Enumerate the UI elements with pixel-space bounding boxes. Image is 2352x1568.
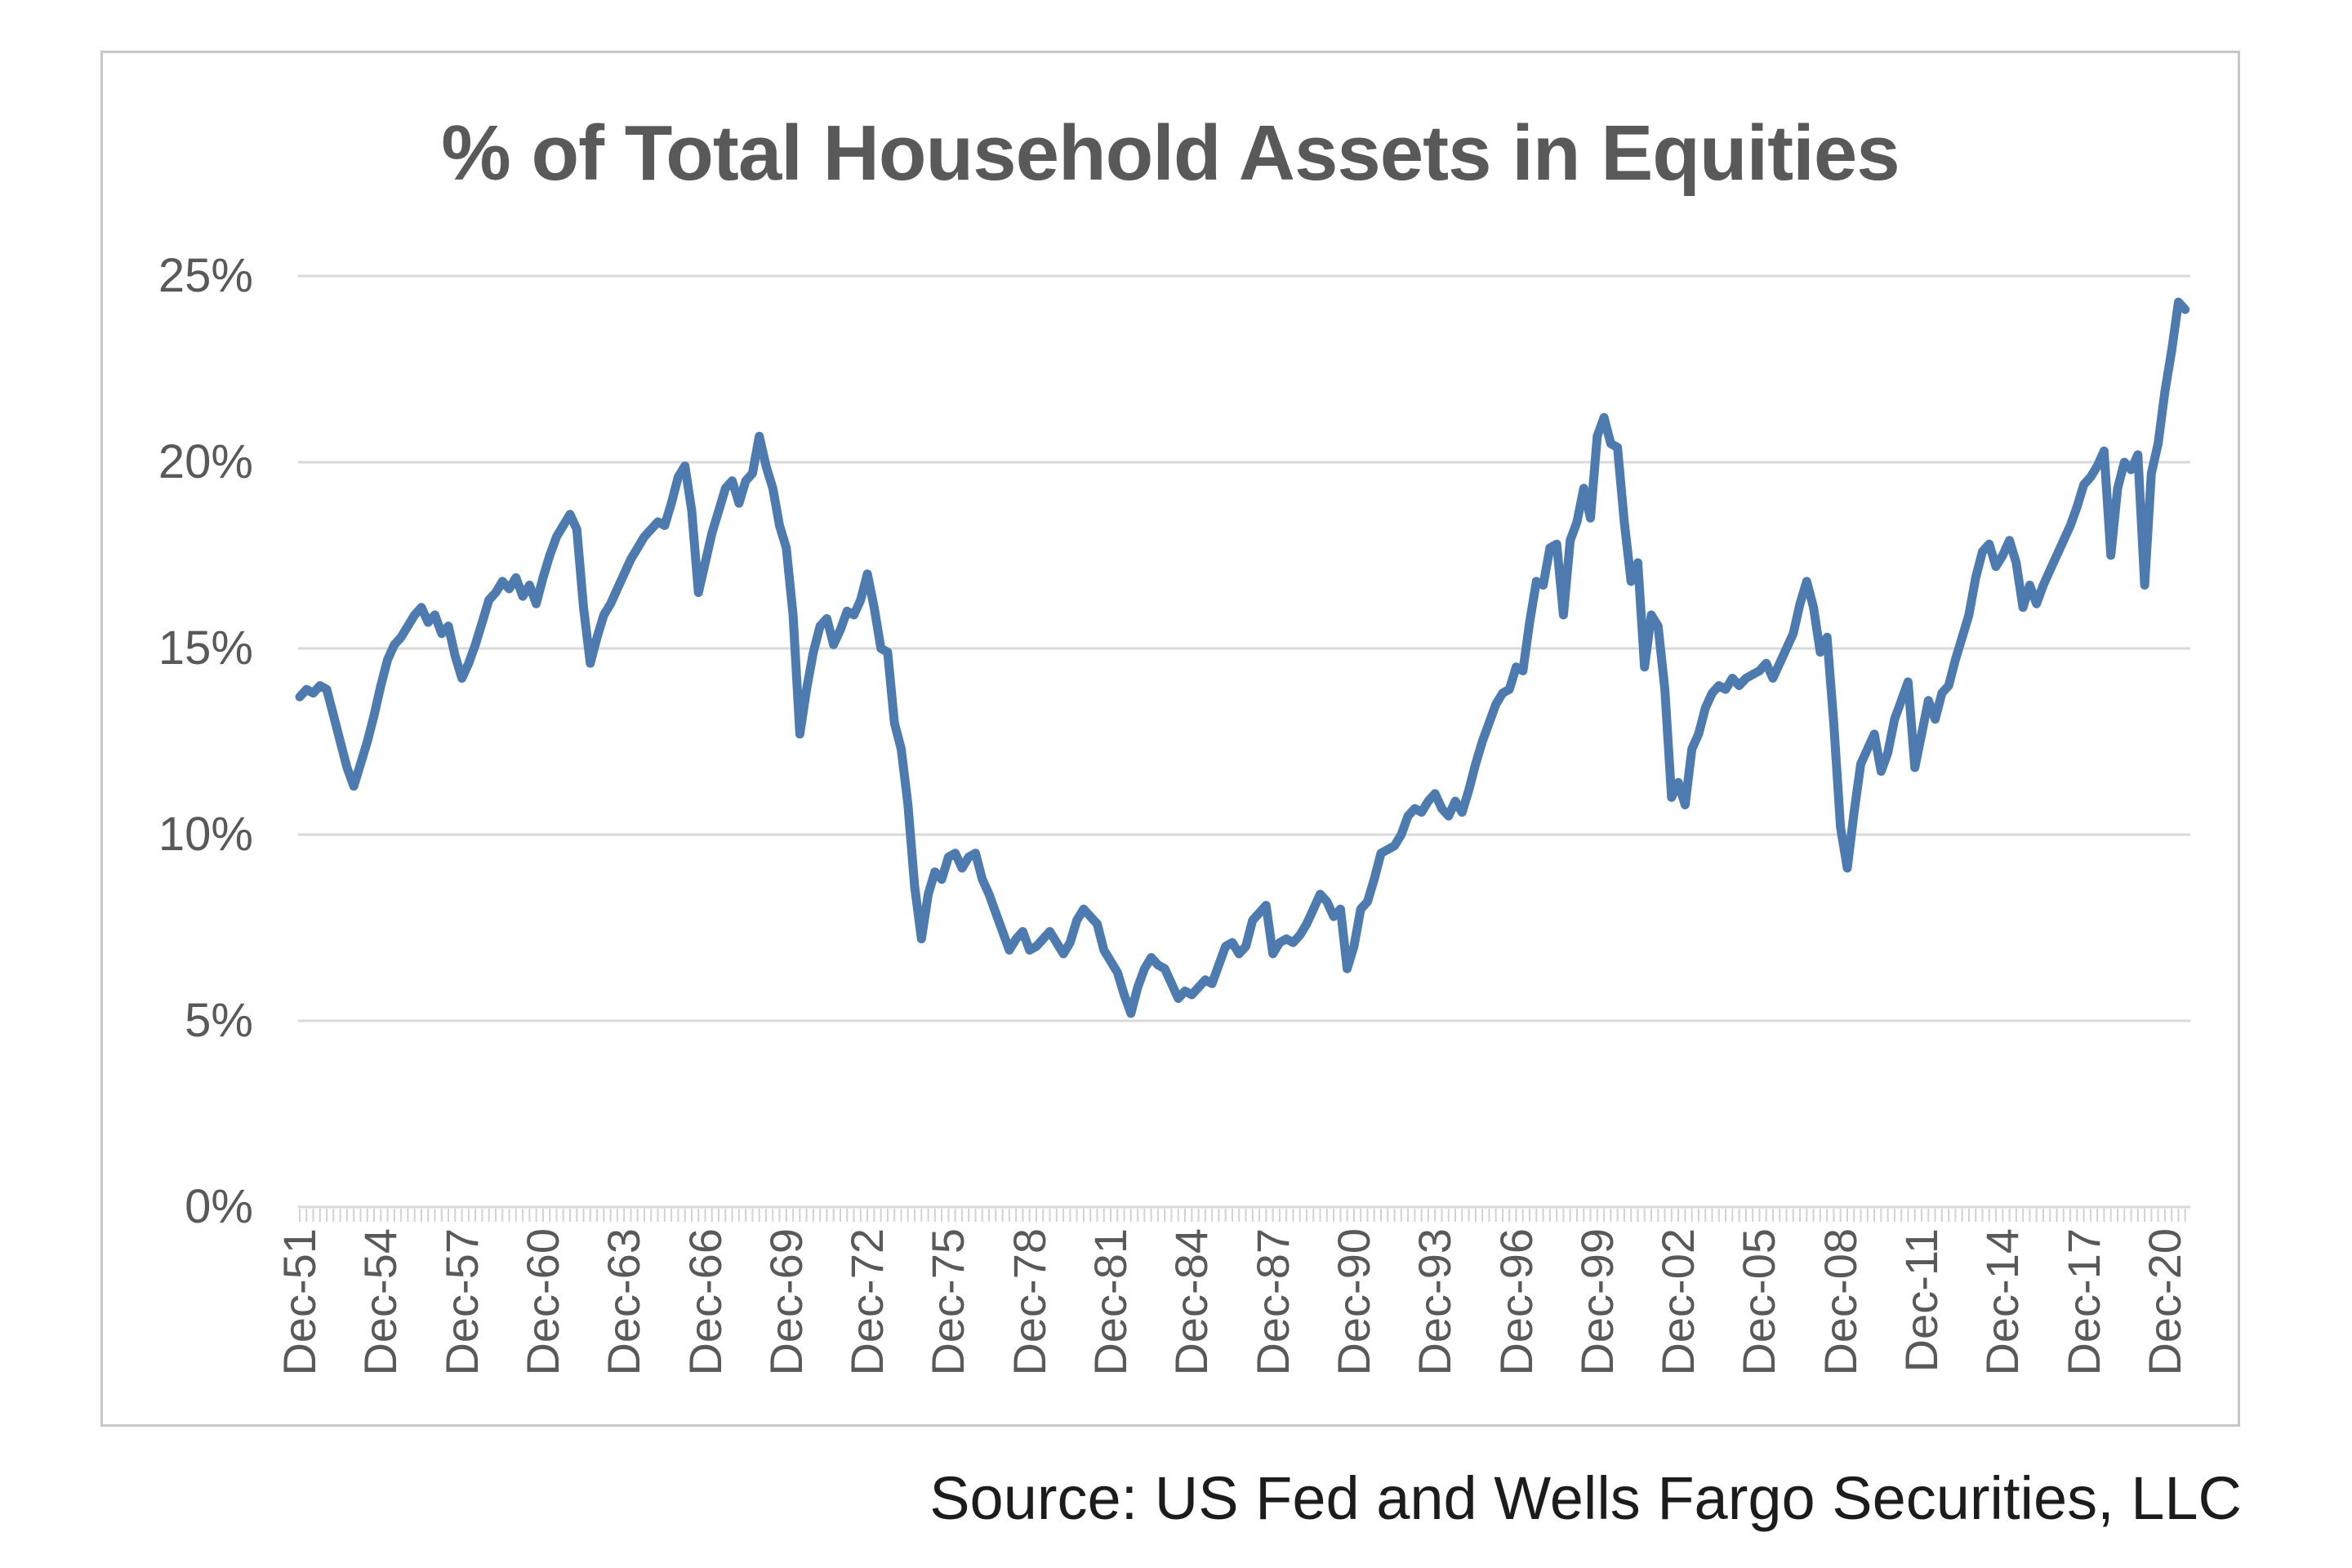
- x-tick-label: Dec-14: [1976, 1228, 2029, 1376]
- x-tick-label: Dec-08: [1814, 1228, 1866, 1376]
- x-tick-label: Dec-69: [760, 1228, 812, 1376]
- x-tick-label: Dec-93: [1409, 1228, 1461, 1376]
- source-credit: Source: US Fed and Wells Fargo Securitie…: [929, 1464, 2242, 1532]
- data-line-equities-share: [295, 297, 2190, 1018]
- x-tick-label: Dec-20: [2138, 1228, 2190, 1376]
- x-tick-label: Dec-02: [1652, 1228, 1704, 1376]
- x-tick-label: Dec-75: [922, 1228, 974, 1376]
- x-tick-label: Dec-05: [1733, 1228, 1785, 1376]
- x-tick-label: Dec-17: [2057, 1228, 2109, 1376]
- x-tick-label: Dec-78: [1003, 1228, 1055, 1376]
- y-tick-label: 10%: [158, 808, 253, 861]
- x-tick-label: Dec-60: [516, 1228, 568, 1376]
- x-tick-label: Dec-11: [1895, 1228, 1947, 1373]
- chart-card: [100, 51, 2240, 1427]
- x-tick-label: Dec-99: [1570, 1228, 1623, 1376]
- y-tick-label: 0%: [185, 1180, 253, 1233]
- x-tick-label: Dec-72: [841, 1228, 893, 1376]
- x-tick-label: Dec-87: [1246, 1228, 1298, 1376]
- y-tick-label: 25%: [158, 249, 253, 302]
- x-tick-label: Dec-54: [354, 1228, 407, 1376]
- x-tick-label: Dec-57: [435, 1228, 488, 1376]
- x-tick-label: Dec-51: [274, 1228, 325, 1376]
- x-tick-label: Dec-84: [1165, 1228, 1218, 1376]
- y-tick-label: 20%: [158, 435, 253, 488]
- x-tick-label: Dec-96: [1490, 1228, 1542, 1376]
- y-tick-label: 15%: [158, 621, 253, 675]
- x-tick-label: Dec-81: [1085, 1228, 1136, 1376]
- chart-title: % of Total Household Assets in Equities: [441, 109, 1900, 197]
- x-tick-label: Dec-63: [598, 1228, 650, 1376]
- y-tick-label: 5%: [185, 994, 253, 1047]
- x-tick-label: Dec-66: [679, 1228, 731, 1376]
- x-tick-label: Dec-90: [1327, 1228, 1379, 1376]
